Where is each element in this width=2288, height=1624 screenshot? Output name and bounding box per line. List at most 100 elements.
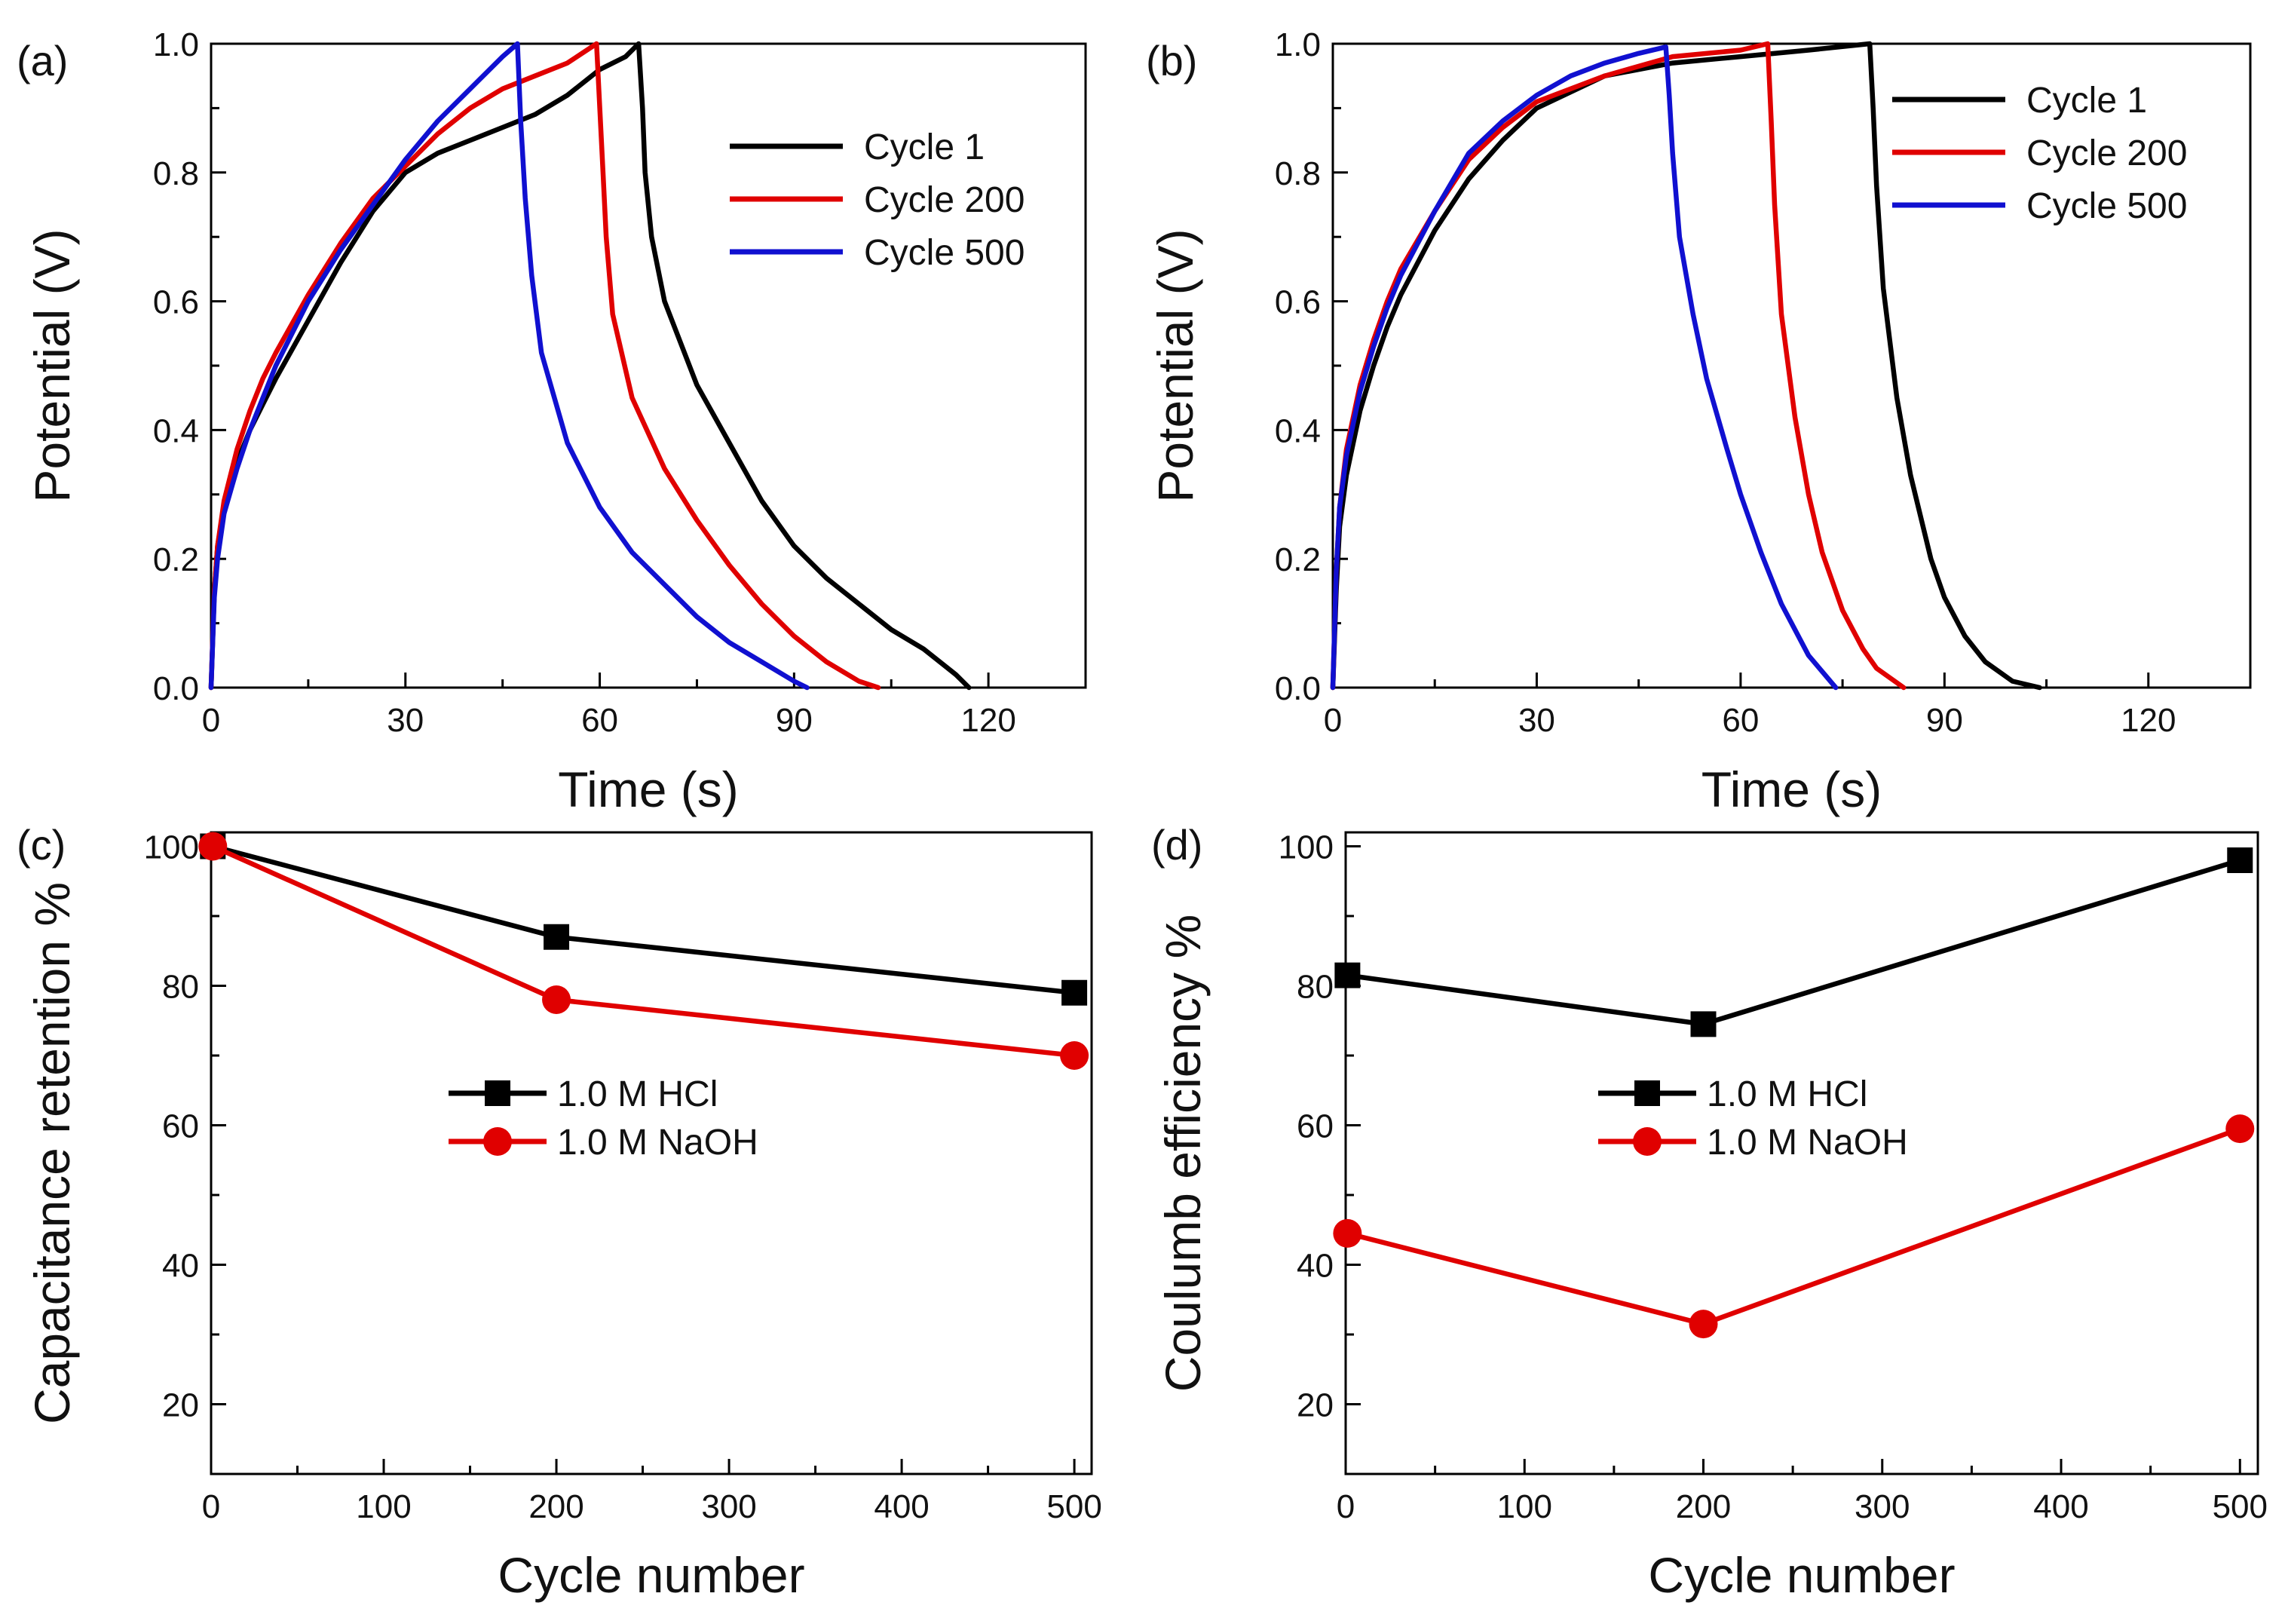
- y-tick-label: 40: [1297, 1248, 1334, 1285]
- legend-label: Cycle 200: [2026, 133, 2187, 173]
- legend: Cycle 1 Cycle 200 Cycle 500: [730, 127, 1025, 273]
- series-1-0-m-naoh: [198, 832, 1089, 1070]
- panel-c: 0 100 200 300 400 500 20 40 60 80 100 Cycle number C…: [17, 821, 1102, 1603]
- data-point-marker: [1690, 1011, 1717, 1037]
- legend: 1.0 M HCl 1.0 M NaOH: [1598, 1074, 1908, 1163]
- y-tick-label: 0.4: [153, 412, 199, 449]
- series-cycle-1: [1330, 41, 2042, 691]
- series-1-0-m-hcl: [1334, 847, 2253, 1037]
- y-tick-label: 80: [1297, 969, 1334, 1006]
- series-line: [208, 41, 810, 691]
- legend-label: 1.0 M NaOH: [557, 1123, 758, 1163]
- legend-item: 1.0 M HCl: [1598, 1074, 1867, 1114]
- panel-a: 0 30 60 90 120 0.0 0.2 0.4 0.6 0.8 1.0 Time (s) Pote…: [17, 26, 1087, 817]
- legend-item: 1.0 M HCl: [449, 1074, 718, 1114]
- y-axis-title: Coulumb efficiency %: [1155, 915, 1211, 1392]
- y-axis-title: Potential (V): [24, 228, 80, 502]
- panel-label: (c): [17, 821, 66, 869]
- data-point-marker: [1061, 979, 1088, 1006]
- series-cycle-500: [208, 41, 810, 691]
- series-line: [1330, 44, 1839, 691]
- legend-label: 1.0 M HCl: [1707, 1074, 1867, 1114]
- legend-item: Cycle 200: [1892, 133, 2187, 173]
- panel-d: 0 100 200 300 400 500 20 40 60 80 100 Cycle number C…: [1151, 821, 2268, 1603]
- series-line: [208, 41, 972, 691]
- x-tick-label: 90: [1926, 702, 1963, 739]
- x-tick-label: 0: [1337, 1488, 1355, 1525]
- y-tick-label: 0.0: [1275, 670, 1321, 707]
- x-tick-label: 0: [202, 1488, 220, 1525]
- legend: Cycle 1 Cycle 200 Cycle 500: [1892, 81, 2187, 226]
- y-tick-label: 1.0: [1275, 26, 1321, 63]
- series-cycle-200: [1330, 41, 1907, 691]
- x-tick-label: 120: [960, 702, 1015, 739]
- y-tick-label: 0.6: [1275, 284, 1321, 321]
- y-axis-title: Potential (V): [1147, 228, 1203, 502]
- x-axis-title: Time (s): [1701, 761, 1882, 817]
- plot-frame: [210, 831, 1093, 1475]
- y-tick-label: 100: [144, 829, 199, 866]
- data-point-marker: [544, 924, 570, 950]
- x-tick-label: 120: [2121, 702, 2176, 739]
- y-tick-label: 1.0: [153, 26, 199, 63]
- legend-label: 1.0 M HCl: [557, 1074, 718, 1114]
- x-tick-label: 100: [1497, 1488, 1552, 1525]
- data-point-marker: [2225, 1114, 2255, 1144]
- series-1-0-m-naoh: [1333, 1114, 2255, 1339]
- x-tick-label: 90: [776, 702, 813, 739]
- y-axis-title: Capacitance retention %: [24, 882, 80, 1424]
- legend-item: Cycle 1: [730, 127, 985, 167]
- legend-marker: [483, 1127, 512, 1156]
- x-tick-label: 400: [874, 1488, 929, 1525]
- data-point-marker: [1334, 962, 1361, 988]
- series-1-0-m-hcl: [200, 833, 1088, 1006]
- y-tick-label: 0.2: [153, 541, 199, 578]
- y-tick-label: 0.8: [153, 155, 199, 192]
- legend-item: Cycle 500: [1892, 186, 2187, 226]
- legend-label: Cycle 1: [864, 127, 985, 167]
- x-tick-label: 200: [528, 1488, 583, 1525]
- legend-item: 1.0 M NaOH: [449, 1123, 758, 1163]
- x-tick-label: 60: [581, 702, 618, 739]
- data-point-marker: [1333, 1218, 1362, 1248]
- y-tick-label: 80: [162, 969, 199, 1006]
- y-tick-label: 60: [1297, 1108, 1334, 1145]
- y-tick-label: 0.0: [153, 670, 199, 707]
- y-tick-label: 0.8: [1275, 155, 1321, 192]
- series-line: [1330, 41, 1907, 691]
- legend-item: Cycle 1: [1892, 81, 2147, 121]
- legend-label: Cycle 1: [2026, 81, 2147, 121]
- legend-marker: [1633, 1127, 1662, 1156]
- legend-marker: [485, 1080, 510, 1106]
- legend-marker: [1634, 1080, 1660, 1106]
- x-tick-label: 300: [1855, 1488, 1910, 1525]
- legend-item: 1.0 M NaOH: [1598, 1123, 1908, 1163]
- series-line: [210, 844, 1077, 1059]
- x-tick-label: 0: [202, 702, 220, 739]
- series-cycle-1: [208, 41, 972, 691]
- legend-label: Cycle 200: [864, 180, 1025, 220]
- x-tick-label: 500: [2213, 1488, 2268, 1525]
- y-tick-label: 0.2: [1275, 541, 1321, 578]
- panel-b: 0 30 60 90 120 0.0 0.2 0.4 0.6 0.8 1.0 Time (s) Pote…: [1146, 26, 2252, 817]
- x-tick-label: 60: [1722, 702, 1759, 739]
- y-tick-label: 60: [162, 1108, 199, 1145]
- series-line: [210, 844, 1077, 996]
- x-tick-label: 30: [387, 702, 424, 739]
- series-line: [208, 41, 881, 691]
- panel-label: (b): [1146, 37, 1197, 84]
- legend-label: Cycle 500: [2026, 186, 2187, 226]
- panel-label: (d): [1151, 821, 1202, 869]
- data-point-marker: [1060, 1041, 1089, 1070]
- series-cycle-200: [208, 41, 881, 691]
- y-tick-label: 20: [162, 1387, 199, 1424]
- x-tick-label: 0: [1324, 702, 1342, 739]
- legend-label: 1.0 M NaOH: [1707, 1123, 1908, 1163]
- y-tick-label: 40: [162, 1248, 199, 1285]
- legend-item: Cycle 500: [730, 233, 1025, 273]
- x-tick-label: 500: [1046, 1488, 1101, 1525]
- series-cycle-500: [1330, 44, 1839, 691]
- y-tick-label: 0.4: [1275, 412, 1321, 449]
- data-point-marker: [2227, 847, 2253, 873]
